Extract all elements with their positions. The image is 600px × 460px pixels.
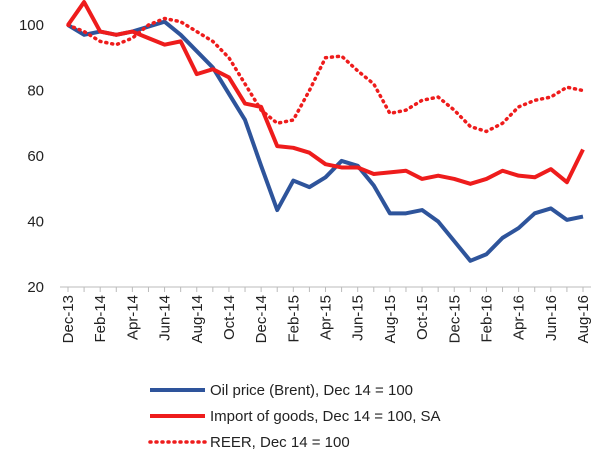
- x-tick-label: Oct-15: [414, 295, 431, 340]
- x-tick-label: Feb-16: [478, 295, 495, 343]
- x-tick-label: Dec-14: [253, 295, 270, 343]
- y-tick-label: 80: [27, 83, 44, 100]
- x-tick-label: Jun-14: [157, 295, 174, 341]
- x-tick-label: Jun-15: [350, 295, 367, 341]
- x-tick-label: Jun-16: [543, 295, 560, 341]
- legend-label: Oil price (Brent), Dec 14 = 100: [210, 382, 413, 399]
- y-tick-label: 20: [27, 279, 44, 296]
- x-tick-label: Apr-14: [124, 295, 141, 340]
- series-line: [66, 0, 585, 186]
- x-tick-label: Aug-16: [575, 295, 592, 343]
- x-tick-label: Oct-14: [221, 295, 238, 340]
- legend-label: REER, Dec 14 = 100: [210, 434, 350, 451]
- y-tick-label: 100: [19, 17, 44, 34]
- x-tick-label: Dec-15: [446, 295, 463, 343]
- x-tick-label: Feb-15: [285, 295, 302, 343]
- legend-label: Import of goods, Dec 14 = 100, SA: [210, 408, 441, 425]
- x-tick-label: Apr-16: [511, 295, 528, 340]
- y-tick-label: 40: [27, 214, 44, 231]
- series-line: [66, 16, 585, 134]
- x-tick-label: Aug-14: [189, 295, 206, 343]
- y-tick-label: 60: [27, 148, 44, 165]
- x-tick-label: Feb-14: [92, 295, 109, 343]
- x-tick-label: Aug-15: [382, 295, 399, 343]
- series-line: [66, 19, 584, 263]
- x-tick-label: Apr-15: [318, 295, 335, 340]
- x-tick-label: Dec-13: [60, 295, 77, 343]
